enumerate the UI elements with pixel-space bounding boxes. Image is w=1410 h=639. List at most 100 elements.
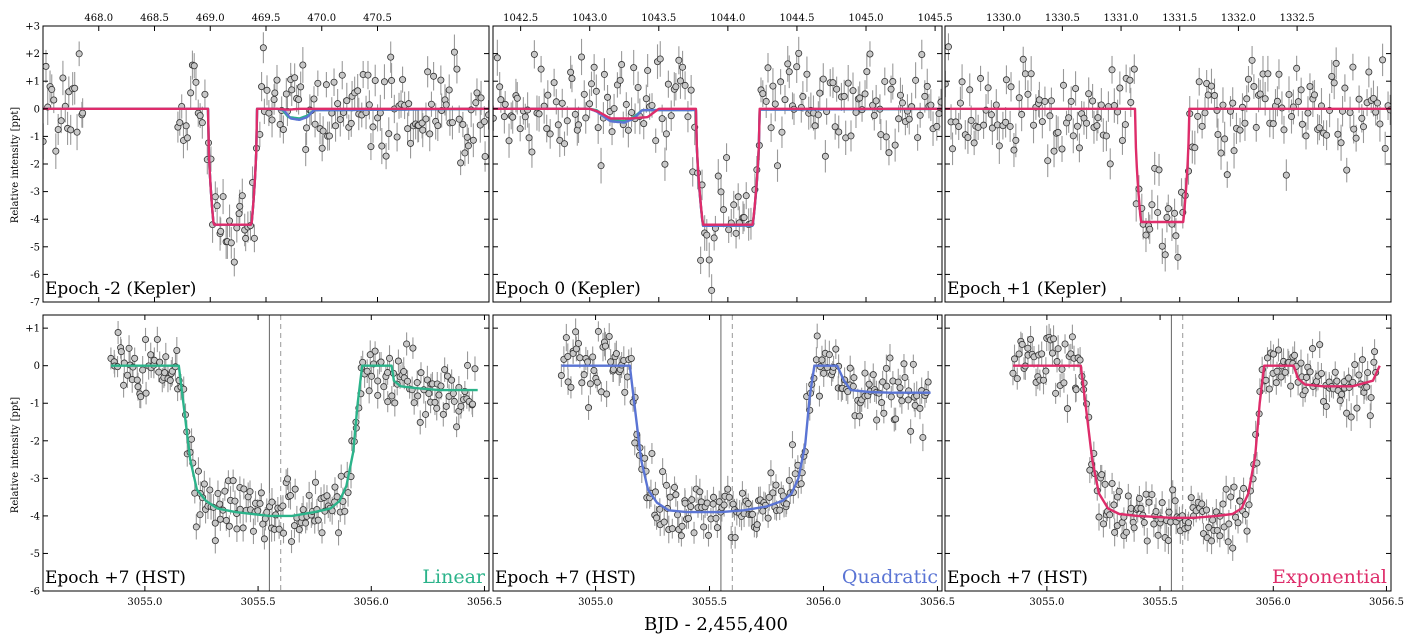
- data-point: [333, 493, 341, 501]
- data-point: [305, 491, 313, 499]
- data-point: [374, 377, 382, 385]
- data-point: [821, 152, 829, 160]
- data-point: [1208, 537, 1216, 545]
- data-points: [493, 49, 942, 294]
- data-point: [344, 489, 352, 497]
- data-point: [229, 477, 237, 485]
- y-axis-label-top: Relative intensity [ppt]: [10, 107, 21, 223]
- data-point: [1019, 55, 1027, 63]
- data-point: [254, 507, 262, 515]
- data-point: [188, 435, 196, 443]
- data-point: [291, 74, 299, 82]
- data-point: [849, 87, 857, 95]
- data-point: [1195, 78, 1203, 86]
- data-point: [1142, 490, 1150, 498]
- data-point: [1024, 344, 1032, 352]
- data-point: [1012, 136, 1020, 144]
- data-point: [1280, 126, 1288, 134]
- data-point: [554, 121, 562, 129]
- data-point: [407, 139, 415, 147]
- data-point: [732, 229, 740, 237]
- data-point: [123, 371, 131, 379]
- y-tick-label: -3: [30, 474, 40, 485]
- data-point: [793, 63, 801, 71]
- data-point: [48, 85, 56, 93]
- data-point: [642, 95, 650, 103]
- data-point: [263, 86, 271, 94]
- data-point: [543, 125, 551, 133]
- data-point: [414, 392, 422, 400]
- data-point: [653, 514, 661, 522]
- data-point: [273, 76, 281, 84]
- data-point: [1046, 112, 1054, 120]
- data-point: [601, 342, 609, 350]
- data-point: [1137, 504, 1145, 512]
- data-point: [778, 128, 786, 136]
- errorbars: [1012, 323, 1377, 561]
- data-point: [717, 188, 725, 196]
- data-point: [671, 483, 679, 491]
- data-point: [1367, 394, 1375, 402]
- y-tick-label: -1: [30, 399, 40, 410]
- data-point: [949, 145, 957, 153]
- data-point: [1010, 146, 1018, 154]
- data-point: [703, 231, 711, 239]
- y-tick-label: -3: [30, 187, 40, 198]
- data-point: [341, 507, 349, 515]
- x-tick-label: 3055.0: [578, 597, 613, 608]
- data-point: [776, 506, 784, 514]
- data-point: [764, 64, 772, 72]
- data-point: [1297, 359, 1305, 367]
- data-point: [459, 120, 467, 128]
- data-point: [1152, 508, 1160, 516]
- data-point: [1217, 149, 1225, 157]
- x-tick-label: 1332.5: [1280, 13, 1315, 24]
- data-point: [1172, 232, 1180, 240]
- data-point: [820, 369, 828, 377]
- data-point: [1102, 132, 1110, 140]
- data-point: [413, 379, 421, 387]
- data-point: [1331, 368, 1339, 376]
- data-point: [1256, 90, 1264, 98]
- data-point: [783, 500, 791, 508]
- data-point: [288, 538, 296, 546]
- data-point: [762, 97, 770, 105]
- data-point: [1334, 130, 1342, 138]
- data-point: [1272, 379, 1280, 387]
- x-tick-label: 3056.0: [1256, 597, 1291, 608]
- data-point: [1002, 76, 1010, 84]
- data-point: [561, 140, 569, 148]
- data-point: [1315, 124, 1323, 132]
- data-point: [896, 91, 904, 99]
- data-point: [597, 162, 605, 170]
- data-point: [1287, 113, 1295, 121]
- data-point: [365, 101, 373, 109]
- data-point: [1015, 94, 1023, 102]
- data-point: [54, 125, 62, 133]
- data-point: [450, 397, 458, 405]
- data-point: [268, 116, 276, 124]
- x-tick-label: 3055.5: [1143, 597, 1178, 608]
- data-point: [369, 123, 377, 131]
- data-point: [1115, 487, 1123, 495]
- data-point: [1351, 361, 1359, 369]
- data-point: [444, 372, 452, 380]
- data-point: [1061, 340, 1069, 348]
- data-point: [43, 62, 50, 70]
- data-point: [916, 111, 924, 119]
- data-point: [980, 121, 988, 129]
- data-point: [911, 401, 919, 409]
- data-point: [1058, 145, 1066, 153]
- data-point: [299, 506, 307, 514]
- data-point: [586, 100, 594, 108]
- data-point: [161, 369, 169, 377]
- data-point: [641, 454, 649, 462]
- data-point: [759, 90, 767, 98]
- data-point: [1191, 144, 1199, 152]
- data-point: [1185, 519, 1193, 527]
- data-point: [332, 122, 340, 130]
- data-point: [1358, 356, 1366, 364]
- data-point: [585, 404, 593, 412]
- data-point: [1322, 402, 1330, 410]
- data-point: [818, 356, 826, 364]
